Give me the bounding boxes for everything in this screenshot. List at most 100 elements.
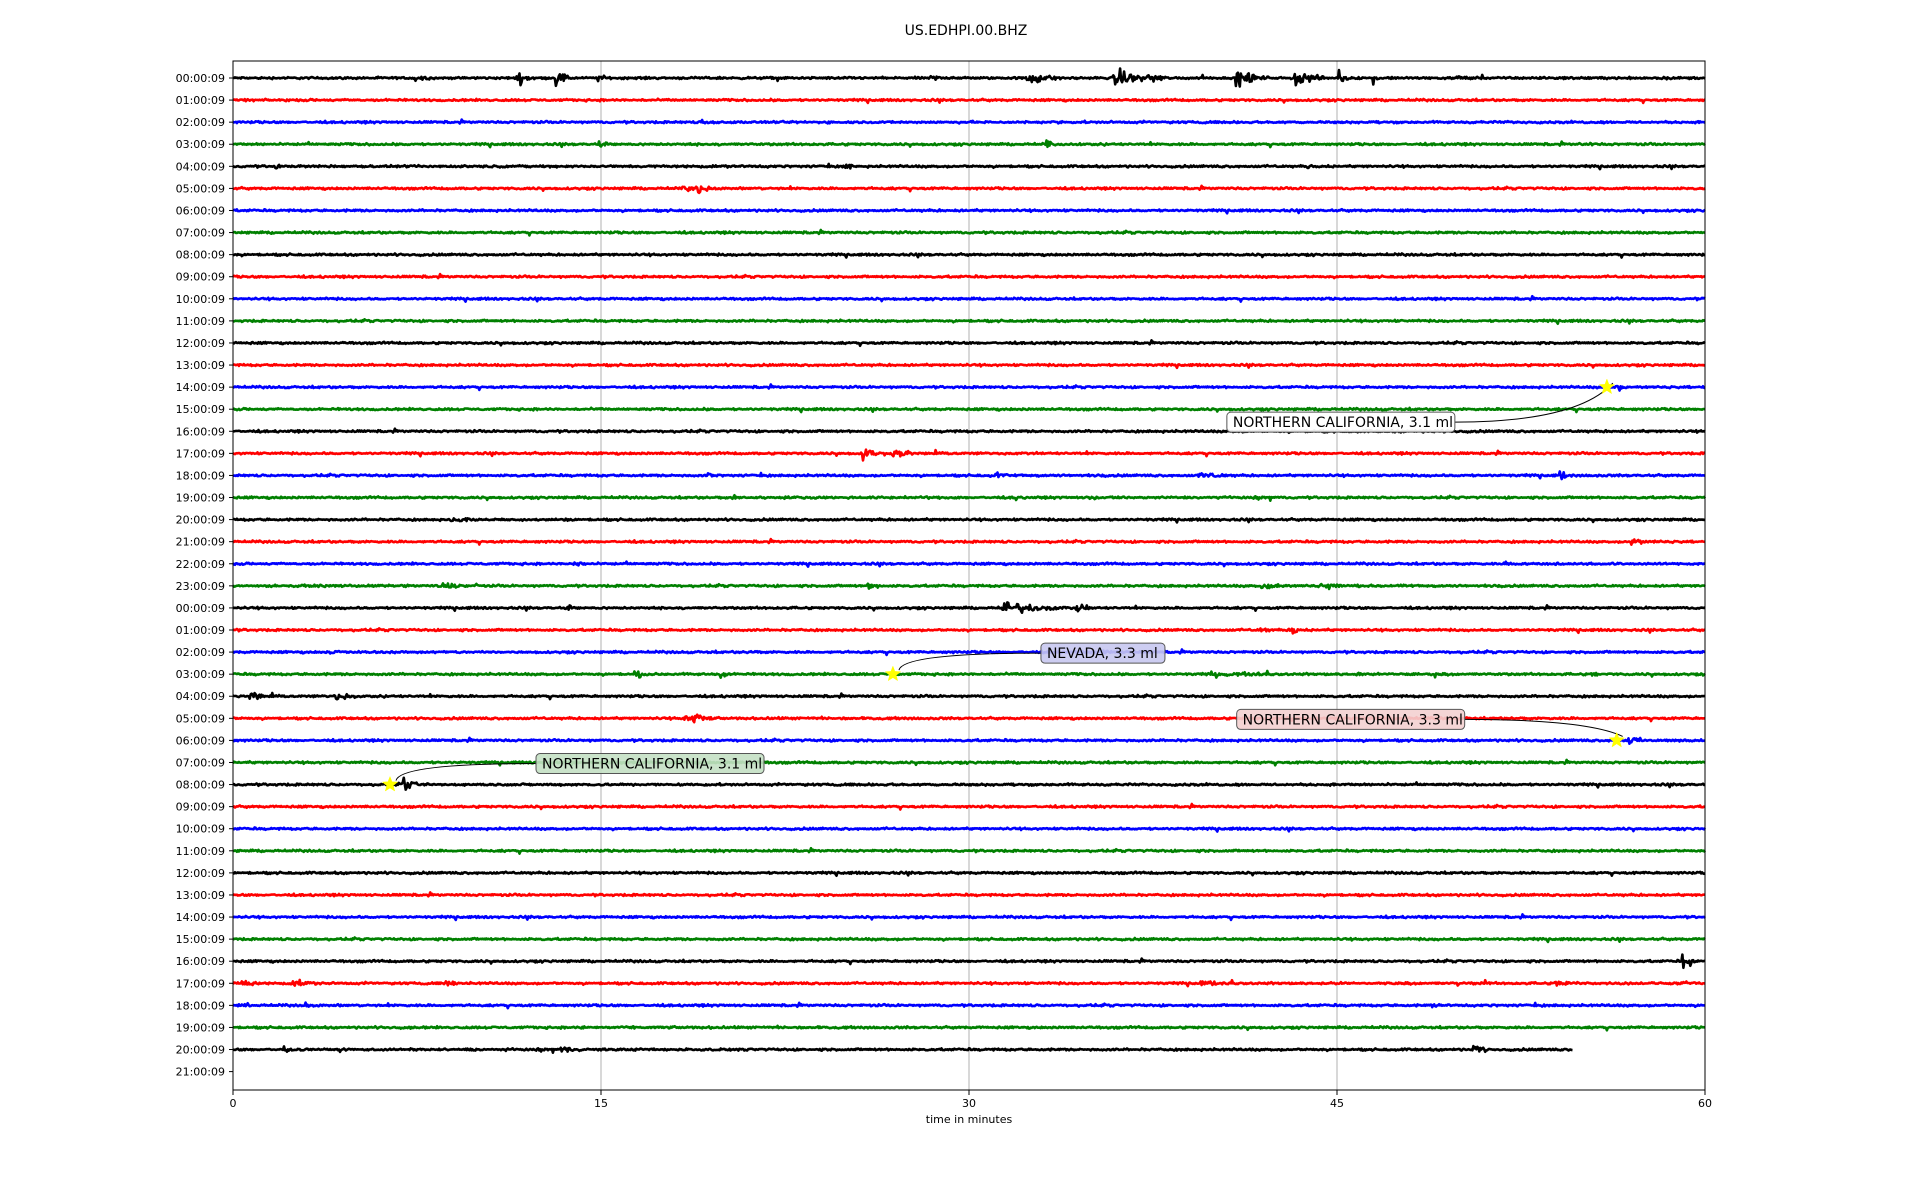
seismic-traces	[231, 67, 1707, 1054]
event-star-marker	[1608, 731, 1625, 748]
x-axis-label: time in minutes	[926, 1113, 1013, 1126]
row-time-label: 02:00:09	[176, 646, 225, 659]
trace-row	[232, 669, 1706, 680]
row-time-label: 21:00:09	[176, 1066, 225, 1079]
trace-row	[232, 870, 1706, 878]
trace-row	[232, 953, 1706, 970]
x-tick-label: 45	[1330, 1097, 1344, 1110]
trace-row	[232, 162, 1706, 171]
trace-row	[232, 601, 1706, 615]
row-time-label: 01:00:09	[176, 94, 225, 107]
trace-row	[232, 846, 1707, 855]
row-time-label: 23:00:09	[176, 580, 225, 593]
row-time-label: 19:00:09	[176, 492, 225, 505]
trace-row	[232, 648, 1706, 657]
event-callout-arrow	[395, 763, 537, 781]
trace-row	[232, 67, 1706, 88]
row-time-label: 16:00:09	[176, 425, 225, 438]
trace-row	[232, 317, 1706, 326]
trace-row	[232, 776, 1706, 791]
trace-row	[232, 1001, 1706, 1010]
chart-title: US.EDHPI.00.BHZ	[905, 23, 1028, 39]
row-time-label: 11:00:09	[176, 315, 225, 328]
trace-row	[232, 184, 1706, 195]
row-time-label: 20:00:09	[176, 514, 225, 527]
trace-row	[232, 97, 1706, 105]
row-time-label: 10:00:09	[176, 823, 225, 836]
trace-row	[232, 470, 1706, 481]
event-label: NORTHERN CALIFORNIA, 3.1 ml	[1233, 415, 1453, 431]
row-time-label: 15:00:09	[176, 933, 225, 946]
trace-row	[232, 891, 1706, 898]
trace-row	[232, 802, 1706, 811]
row-time-label: 14:00:09	[176, 911, 225, 924]
event-label-box	[535, 753, 765, 775]
trace-row	[232, 427, 1706, 435]
row-time-label: 17:00:09	[176, 447, 225, 460]
x-tick-label: 60	[1698, 1097, 1712, 1110]
trace-row	[232, 252, 1706, 259]
row-time-label: 14:00:09	[176, 381, 225, 394]
x-gridlines	[600, 61, 1338, 1090]
row-time-label: 21:00:09	[176, 536, 225, 549]
trace-row	[231, 758, 1706, 767]
event-label: NORTHERN CALIFORNIA, 3.1 ml	[542, 757, 762, 773]
row-time-label: 10:00:09	[176, 293, 225, 306]
event-label: NORTHERN CALIFORNIA, 3.3 ml	[1243, 712, 1463, 728]
row-time-label: 08:00:09	[176, 249, 225, 262]
row-time-label: 05:00:09	[176, 712, 225, 725]
row-time-label: 22:00:09	[176, 558, 225, 571]
event-star-marker	[1598, 378, 1616, 395]
trace-row	[231, 978, 1706, 988]
row-time-label: 13:00:09	[176, 359, 225, 372]
row-time-label: 09:00:09	[176, 801, 225, 814]
x-axis-ticks: 0 15 30 45 60	[230, 1090, 1712, 1110]
row-time-label: 12:00:09	[176, 867, 225, 880]
trace-row	[232, 383, 1706, 392]
row-time-label: 15:00:09	[176, 403, 225, 416]
row-time-label: 18:00:09	[176, 469, 225, 482]
event-star-marker	[381, 775, 399, 792]
row-time-label: 19:00:09	[176, 1021, 225, 1034]
x-tick-label: 15	[594, 1097, 608, 1110]
trace-row	[232, 228, 1706, 237]
trace-row	[232, 913, 1706, 922]
row-time-label: 16:00:09	[176, 955, 225, 968]
trace-row	[232, 826, 1707, 833]
trace-row	[232, 627, 1706, 635]
event-label-box	[1040, 642, 1166, 664]
trace-row	[232, 448, 1706, 462]
row-time-label: 18:00:09	[176, 999, 225, 1012]
trace-row	[232, 691, 1706, 701]
trace-row	[232, 1044, 1573, 1054]
row-time-label: 11:00:09	[176, 845, 225, 858]
event-label-box	[1236, 708, 1466, 730]
event-callout-arrow	[1464, 718, 1623, 737]
row-time-label: 12:00:09	[176, 337, 225, 350]
event-annotations: NORTHERN CALIFORNIA, 3.1 ml NEVADA, 3.3 m…	[381, 378, 1625, 792]
row-time-label: 07:00:09	[176, 227, 225, 240]
row-time-label: 03:00:09	[176, 138, 225, 151]
x-tick-label: 30	[962, 1097, 976, 1110]
row-time-label: 06:00:09	[176, 204, 225, 217]
row-time-label: 06:00:09	[176, 734, 225, 747]
trace-row	[231, 560, 1706, 568]
trace-row	[231, 582, 1706, 591]
x-tick-label: 0	[230, 1097, 237, 1110]
row-time-label: 03:00:09	[176, 668, 225, 681]
row-time-label: 07:00:09	[176, 756, 225, 769]
row-time-label: 17:00:09	[176, 977, 225, 990]
trace-row	[232, 1024, 1706, 1032]
row-time-label: 05:00:09	[176, 182, 225, 195]
row-time-label: 09:00:09	[176, 271, 225, 284]
row-time-label: 08:00:09	[176, 779, 225, 792]
trace-row	[232, 537, 1706, 547]
trace-row	[232, 339, 1706, 348]
trace-row	[232, 207, 1706, 215]
trace-row	[232, 139, 1706, 149]
event-star-marker	[884, 665, 902, 682]
trace-row	[232, 493, 1707, 503]
row-time-label: 01:00:09	[176, 624, 225, 637]
row-time-label: 02:00:09	[176, 116, 225, 129]
